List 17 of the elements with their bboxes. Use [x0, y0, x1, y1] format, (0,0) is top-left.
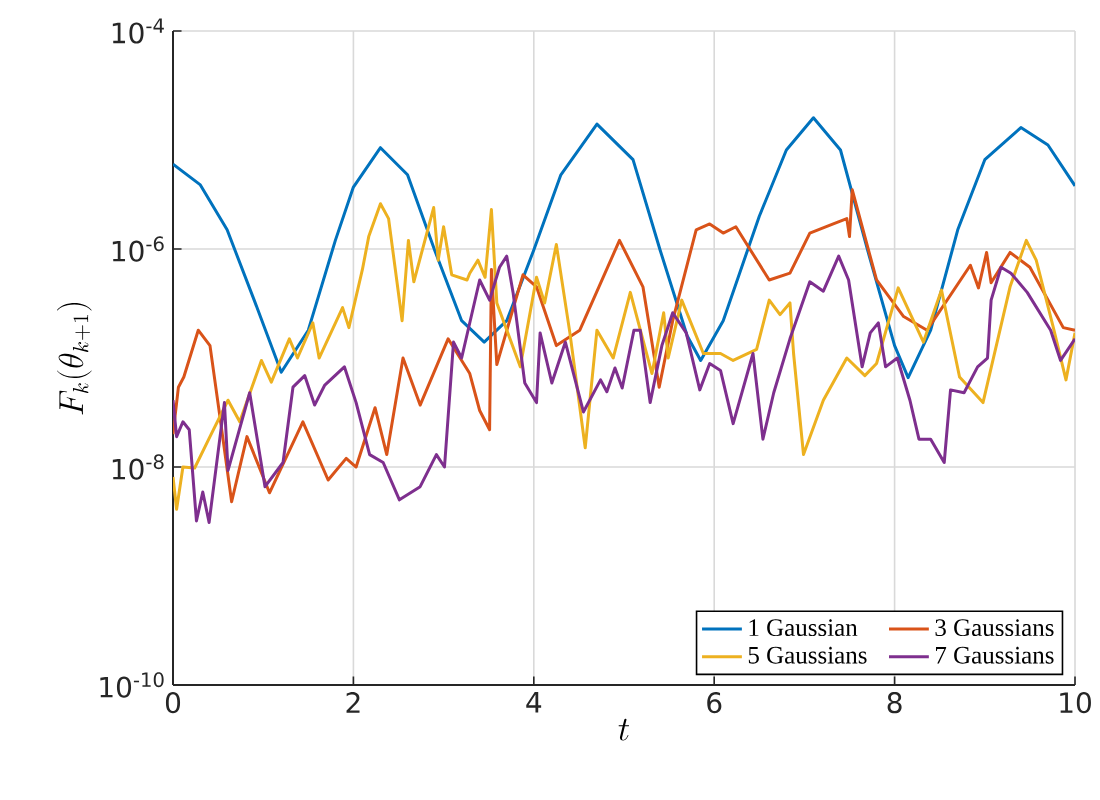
x-tick-label: 4	[526, 692, 542, 713]
y-tick-label: 10$^{-10}$	[100, 672, 164, 698]
legend-label: 3 Gaussians	[935, 619, 1054, 637]
legend-label: 5 Gaussians	[748, 646, 867, 664]
x-tick-label: 10	[1060, 692, 1091, 714]
legend-label: 1 Gaussian	[749, 619, 858, 637]
y-axis-title: $F_k(\theta_{k+1})$	[57, 303, 92, 415]
x-tick-label: 2	[346, 692, 360, 713]
x-axis-title: $t$	[618, 718, 630, 741]
y-tick-label: 10$^{-8}$	[112, 454, 164, 480]
x-tick-label: 0	[165, 692, 181, 714]
legend-label: 7 Gaussians	[936, 646, 1054, 664]
x-tick-label: 8	[887, 692, 902, 714]
x-tick-label: 6	[707, 692, 722, 714]
line-series	[173, 254, 1076, 524]
y-tick-label: 10$^{-6}$	[112, 236, 164, 262]
y-tick-label: 10$^{-4}$	[112, 18, 164, 44]
